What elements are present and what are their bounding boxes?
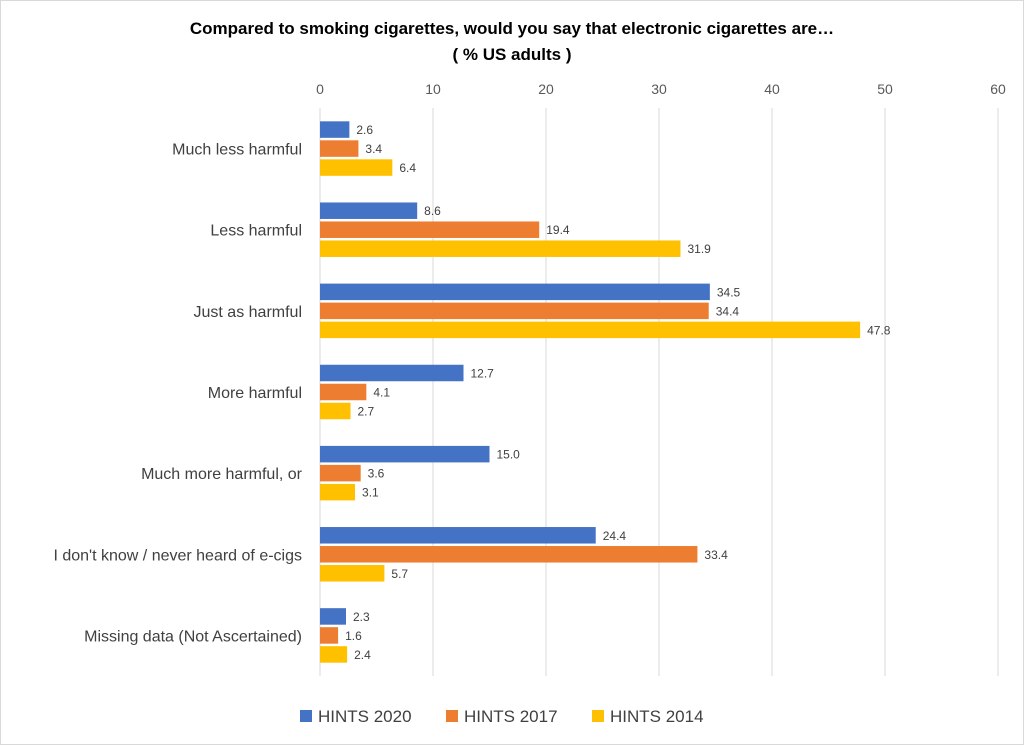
category-label-1: Less harmful <box>210 223 302 240</box>
legend-swatch-2 <box>592 710 604 722</box>
bar-3-0 <box>320 364 464 382</box>
bar-3-2 <box>320 402 351 420</box>
data-label-5-0: 24.4 <box>603 529 627 543</box>
bar-0-1 <box>320 140 359 157</box>
bar-1-1 <box>320 221 540 238</box>
data-label-4-2: 3.1 <box>362 486 379 500</box>
legend-swatch-0 <box>300 710 312 722</box>
category-label-0: Much less harmful <box>172 142 302 159</box>
bar-4-1 <box>320 464 361 482</box>
data-label-3-0: 12.7 <box>471 367 495 381</box>
x-tick-label-0: 0 <box>316 81 324 97</box>
legend-label-2: HINTS 2014 <box>610 707 704 726</box>
legend-label-1: HINTS 2017 <box>464 707 558 726</box>
category-label-4: Much more harmful, or <box>141 466 303 483</box>
x-tick-label-2: 20 <box>538 81 554 97</box>
bar-6-2 <box>320 646 348 663</box>
data-label-1-1: 19.4 <box>546 223 570 237</box>
legend-swatch-1 <box>446 710 458 722</box>
chart-subtitle: ( % US adults ) <box>452 45 571 64</box>
x-tick-label-6: 60 <box>990 81 1006 97</box>
bar-0-0 <box>320 121 350 138</box>
bar-1-2 <box>320 240 681 257</box>
bar-2-1 <box>320 302 709 320</box>
category-labels: Much less harmful Less harmful Just as har… <box>53 142 302 646</box>
bar-6-1 <box>320 627 339 644</box>
data-label-4-0: 15.0 <box>497 448 521 462</box>
bar-2-0 <box>320 283 710 301</box>
data-label-5-1: 33.4 <box>704 548 728 562</box>
data-label-2-1: 34.4 <box>716 304 740 318</box>
data-label-3-2: 2.7 <box>358 405 375 419</box>
x-tick-label-5: 50 <box>877 81 893 97</box>
data-label-6-0: 2.3 <box>353 610 370 624</box>
bar-5-0 <box>320 527 596 544</box>
data-labels: 2.6 3.4 6.4 8.6 19.4 31.9 34.5 34.4 47.8 12.7 4.1 2… <box>345 123 891 662</box>
bar-1-0 <box>320 202 418 219</box>
data-label-2-0: 34.5 <box>717 285 741 299</box>
data-label-1-0: 8.6 <box>424 204 441 218</box>
category-label-3: More harmful <box>208 385 302 402</box>
legend: HINTS 2020 HINTS 2017 HINTS 2014 <box>300 707 704 726</box>
bar-5-2 <box>320 565 385 582</box>
x-tick-label-3: 30 <box>651 81 667 97</box>
data-label-0-2: 6.4 <box>399 161 416 175</box>
bars <box>320 121 861 663</box>
data-label-5-2: 5.7 <box>391 567 408 581</box>
category-label-6: Missing data (Not Ascertained) <box>84 628 302 645</box>
bar-3-1 <box>320 383 367 401</box>
x-axis-ticks: 0 10 20 30 40 50 60 <box>316 81 1006 97</box>
legend-label-0: HINTS 2020 <box>318 707 412 726</box>
data-label-6-1: 1.6 <box>345 629 362 643</box>
bar-2-2 <box>320 321 861 339</box>
x-tick-label-1: 10 <box>425 81 441 97</box>
bar-6-0 <box>320 608 346 625</box>
data-label-0-0: 2.6 <box>356 123 373 137</box>
bar-5-1 <box>320 546 698 563</box>
category-label-2: Just as harmful <box>194 304 302 321</box>
data-label-1-2: 31.9 <box>687 242 711 256</box>
bar-0-2 <box>320 159 393 176</box>
bar-4-0 <box>320 445 490 463</box>
data-label-2-2: 47.8 <box>867 323 891 337</box>
data-label-4-1: 3.6 <box>368 467 385 481</box>
bar-4-2 <box>320 483 356 501</box>
chart-title: Compared to smoking cigarettes, would yo… <box>190 19 834 38</box>
data-label-6-2: 2.4 <box>354 648 371 662</box>
category-label-5: I don't know / never heard of e-cigs <box>53 547 302 564</box>
data-label-0-1: 3.4 <box>365 142 382 156</box>
x-tick-label-4: 40 <box>764 81 780 97</box>
data-label-3-1: 4.1 <box>373 386 390 400</box>
